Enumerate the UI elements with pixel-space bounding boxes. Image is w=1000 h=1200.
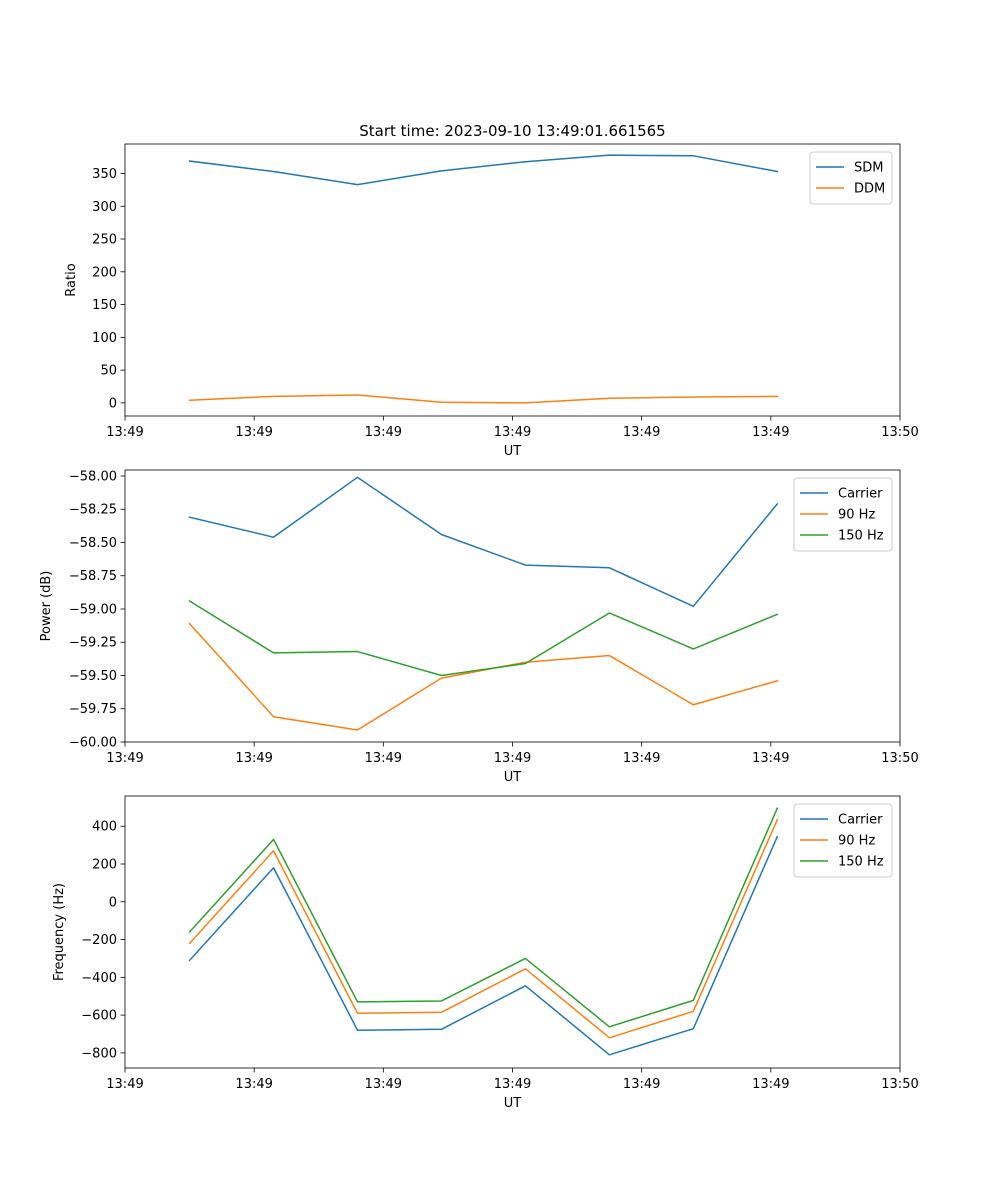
power-y-tick-label: −58.50 — [69, 536, 117, 551]
ratio-legend: SDM DDM — [809, 151, 893, 205]
frequency-x-axis-label: UT — [504, 1096, 522, 1111]
power-series-lines — [188, 476, 779, 731]
power-series-carrier-line — [188, 476, 779, 608]
frequency-x-tick-label: 13:49 — [106, 1077, 143, 1092]
frequency-x-tick-label: 13:49 — [623, 1077, 660, 1092]
ratio-x-tick-label: 13:49 — [365, 425, 402, 440]
frequency-y-tick-label: −800 — [81, 1046, 117, 1061]
ratio-series-sdm-line — [188, 154, 779, 186]
power-x-tick-label: 13:49 — [235, 751, 272, 766]
ratio-x-tick-label: 13:49 — [494, 425, 531, 440]
frequency-y-tick-label: 400 — [92, 820, 117, 835]
power-y-tick-label: −58.25 — [69, 503, 117, 518]
power-y-tick-label: −60.00 — [69, 736, 117, 751]
frequency-y-tick-label: −600 — [81, 1009, 117, 1024]
ratio-panel: 13:49 13:49 13:49 13:49 13:49 13:49 13:50 0 50 10… — [64, 122, 919, 459]
power-x-tick-label: 13:50 — [881, 751, 918, 766]
power-y-tick-label: −59.50 — [69, 669, 117, 684]
ratio-x-tick-label: 13:49 — [235, 425, 272, 440]
frequency-series-carrier-line — [188, 835, 779, 1056]
ratio-series-ddm-line — [188, 394, 779, 404]
power-y-tick-label: −59.75 — [69, 702, 117, 717]
power-y-tick-label: −59.00 — [69, 602, 117, 617]
power-legend-label-150-hz: 150 Hz — [838, 529, 884, 544]
ratio-y-tick-label: 50 — [100, 364, 117, 379]
frequency-legend: Carrier 90 Hz 150 Hz — [793, 803, 893, 878]
frequency-x-tick-label: 13:49 — [235, 1077, 272, 1092]
power-x-tick-label: 13:49 — [752, 751, 789, 766]
ratio-y-tick-label: 250 — [92, 233, 117, 248]
ratio-y-tick-label: 100 — [92, 331, 117, 346]
power-x-tick-label: 13:49 — [494, 751, 531, 766]
frequency-y-tick-label: −400 — [81, 971, 117, 986]
frequency-x-tick-label: 13:49 — [365, 1077, 402, 1092]
power-y-tick-label: −58.00 — [69, 469, 117, 484]
power-x-tick-label: 13:49 — [623, 751, 660, 766]
ratio-x-tick-label: 13:49 — [106, 425, 143, 440]
ratio-series-lines — [188, 154, 779, 404]
frequency-x-tick-label: 13:49 — [494, 1077, 531, 1092]
power-series-150-hz-line — [188, 599, 779, 677]
ratio-y-tick-label: 200 — [92, 265, 117, 280]
frequency-series-lines — [188, 807, 779, 1056]
power-x-tick-label: 13:49 — [106, 751, 143, 766]
ratio-y-axis-label: Ratio — [64, 263, 79, 296]
ratio-y-tick-label: 0 — [109, 396, 117, 411]
figure-title: Start time: 2023-09-10 13:49:01.661565 — [359, 122, 665, 140]
power-y-axis-label: Power (dB) — [39, 571, 54, 642]
frequency-legend-label-90-hz: 90 Hz — [838, 834, 875, 849]
ratio-legend-label-ddm: DDM — [854, 182, 885, 197]
frequency-panel: 13:49 13:49 13:49 13:49 13:49 13:49 13:50 −800 −… — [52, 795, 919, 1111]
ratio-x-tick-label: 13:49 — [752, 425, 789, 440]
power-legend-label-carrier: Carrier — [838, 487, 883, 502]
power-panel: 13:49 13:49 13:49 13:49 13:49 13:49 13:50 −60.0… — [39, 469, 919, 785]
ratio-y-tick-label: 300 — [92, 200, 117, 215]
ratio-legend-box — [809, 151, 893, 205]
power-y-tick-label: −58.75 — [69, 569, 117, 584]
frequency-y-tick-label: 200 — [92, 858, 117, 873]
frequency-x-tick-label: 13:50 — [881, 1077, 918, 1092]
frequency-y-tick-label: −200 — [81, 933, 117, 948]
power-x-tick-label: 13:49 — [365, 751, 402, 766]
ratio-y-tick-label: 350 — [92, 167, 117, 182]
frequency-y-tick-label: 0 — [109, 895, 117, 910]
frequency-legend-label-carrier: Carrier — [838, 813, 883, 828]
ratio-x-tick-label: 13:50 — [881, 425, 918, 440]
frequency-legend-box — [793, 803, 893, 878]
frequency-x-tick-label: 13:49 — [752, 1077, 789, 1092]
ratio-x-axis-label: UT — [504, 444, 522, 459]
frequency-y-axis-label: Frequency (Hz) — [52, 883, 67, 981]
power-legend-box — [793, 477, 893, 552]
power-x-axis-label: UT — [504, 770, 522, 785]
power-legend: Carrier 90 Hz 150 Hz — [793, 477, 893, 552]
ratio-legend-label-sdm: SDM — [854, 161, 883, 176]
ratio-y-tick-label: 150 — [92, 298, 117, 313]
power-legend-label-90-hz: 90 Hz — [838, 508, 875, 523]
frequency-series-90-hz-line — [188, 818, 779, 1039]
frequency-legend-label-150-hz: 150 Hz — [838, 855, 884, 870]
power-y-tick-label: −59.25 — [69, 636, 117, 651]
ratio-x-tick-label: 13:49 — [623, 425, 660, 440]
frequency-series-150-hz-line — [188, 807, 779, 1028]
